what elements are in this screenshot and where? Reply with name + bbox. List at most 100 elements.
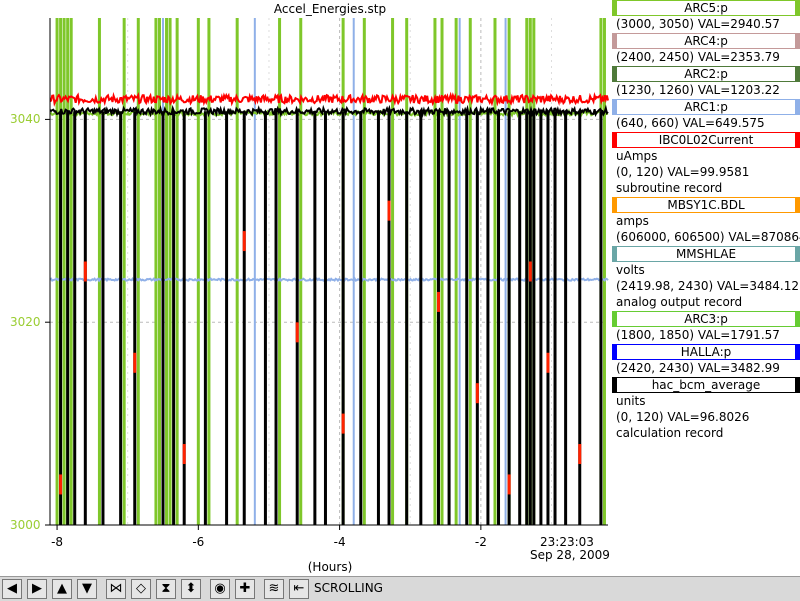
- legend-label: ARC3:p: [684, 312, 728, 326]
- x-tick-label: -4: [333, 535, 346, 549]
- autoscale-button[interactable]: ◉: [210, 579, 230, 599]
- legend-panel: ARC5:p (3000, 3050) VAL=2940.57 ARC4:p (240…: [612, 0, 800, 576]
- legend-swatch: [795, 378, 799, 392]
- legend-swatch: [613, 34, 617, 48]
- current-drop-fragment: [475, 383, 479, 404]
- legend-detail: (1230, 1260) VAL=1203.22: [616, 83, 780, 97]
- legend-label: ARC4:p: [684, 34, 728, 48]
- legend-detail: calculation record: [616, 426, 724, 440]
- scroll-right-button[interactable]: ▶: [27, 579, 47, 599]
- legend-label: IBC0L02Current: [658, 133, 754, 147]
- legend-swatch: [613, 133, 617, 147]
- legend-swatch: [613, 378, 617, 392]
- legend-detail: units: [616, 394, 646, 408]
- legend-swatch: [613, 100, 617, 114]
- legend-detail: amps: [616, 214, 649, 228]
- legend-label: ARC2:p: [684, 67, 728, 81]
- scroll-left-button[interactable]: ◀: [2, 579, 22, 599]
- legend-detail: volts: [616, 263, 645, 277]
- stagger-button[interactable]: ≋: [264, 579, 284, 599]
- x-end-time-label: 23:23:03: [540, 535, 594, 549]
- current-drop-fragment: [295, 322, 299, 343]
- legend-label: hac_bcm_average: [651, 378, 761, 392]
- x-tick-label: -6: [192, 535, 205, 549]
- legend-detail: (1800, 1850) VAL=1791.57: [616, 328, 780, 342]
- scroll-down-button[interactable]: ▼: [77, 579, 97, 599]
- legend-detail: (606000, 606500) VAL=870864: [616, 230, 800, 244]
- legend-detail: (640, 660) VAL=649.575: [616, 116, 765, 130]
- toolbar: ◀ ▶ ▲ ▼ ⋈ ◇ ⧗ ⬍ ◉ ✚ ≋ ⇤ SCROLLING: [0, 576, 800, 601]
- legend-detail: subroutine record: [616, 181, 723, 195]
- legend-entry-mbsy1c-bdl[interactable]: MBSY1C.BDL: [612, 197, 800, 213]
- legend-entry-mmshlae[interactable]: MMSHLAE: [612, 246, 800, 262]
- series-line-arc1-p: [49, 276, 609, 283]
- legend-swatch: [613, 1, 617, 15]
- legend-entry-arc3-p[interactable]: ARC3:p: [612, 311, 800, 327]
- scroll-up-button[interactable]: ▲: [52, 579, 72, 599]
- legend-detail: analog output record: [616, 295, 743, 309]
- legend-swatch: [613, 67, 617, 81]
- legend-swatch: [613, 345, 617, 359]
- current-drop-fragment: [528, 261, 532, 282]
- legend-label: ARC1:p: [684, 100, 728, 114]
- plot-area[interactable]: [0, 0, 612, 576]
- chart-title: Accel_Energies.stp: [273, 2, 387, 16]
- legend-swatch: [795, 247, 799, 261]
- y-tick-label: 3040: [10, 112, 41, 127]
- legend-swatch: [795, 312, 799, 326]
- legend-swatch: [795, 67, 799, 81]
- y-tick-label: 3020: [10, 315, 41, 330]
- legend-swatch: [613, 312, 617, 326]
- legend-entry-arc2-p[interactable]: ARC2:p: [612, 66, 800, 82]
- legend-detail: (2419.98, 2430) VAL=3484.12: [616, 279, 799, 293]
- legend-detail: (3000, 3050) VAL=2940.57: [616, 17, 780, 31]
- series-line-hac-bcm-average: [49, 104, 609, 118]
- legend-detail: (2420, 2430) VAL=3482.99: [616, 361, 780, 375]
- legend-swatch: [795, 100, 799, 114]
- current-drop-fragment: [507, 474, 511, 495]
- legend-entry-halla-p[interactable]: HALLA:p: [612, 344, 800, 360]
- legend-swatch: [795, 34, 799, 48]
- legend-detail: uAmps: [616, 149, 658, 163]
- add-button[interactable]: ✚: [235, 579, 255, 599]
- legend-entry-arc1-p[interactable]: ARC1:p: [612, 99, 800, 115]
- x-tick-label: -8: [51, 535, 64, 549]
- x-end-date-label: Sep 28, 2009: [530, 548, 610, 562]
- zoom-in-x-button[interactable]: ⋈: [106, 579, 126, 599]
- current-drop-fragment: [242, 231, 246, 252]
- current-drop-fragment: [578, 444, 582, 465]
- legend-swatch: [795, 198, 799, 212]
- zoom-in-y-button[interactable]: ⧗: [156, 579, 176, 599]
- legend-detail: (0, 120) VAL=96.8026: [616, 410, 750, 424]
- legend-entry-hac-bcm-average[interactable]: hac_bcm_average: [612, 377, 800, 393]
- legend-entry-arc4-p[interactable]: ARC4:p: [612, 33, 800, 49]
- legend-swatch: [795, 1, 799, 15]
- legend-swatch: [613, 198, 617, 212]
- current-drop-fragment: [387, 200, 391, 221]
- legend-label: MMSHLAE: [675, 247, 737, 261]
- current-drop-fragment: [341, 413, 345, 434]
- legend-entry-arc5-p[interactable]: ARC5:p: [612, 0, 800, 16]
- current-drop-fragment: [59, 474, 63, 495]
- legend-label: ARC5:p: [684, 1, 728, 15]
- scrolling-status: SCROLLING: [314, 581, 383, 595]
- legend-detail: (2400, 2450) VAL=2353.79: [616, 50, 780, 64]
- zoom-out-x-button[interactable]: ◇: [131, 579, 151, 599]
- legend-swatch: [613, 247, 617, 261]
- legend-swatch: [795, 133, 799, 147]
- current-drop-fragment: [546, 352, 550, 373]
- y-tick-label: 3000: [10, 518, 41, 532]
- legend-swatch: [795, 345, 799, 359]
- x-axis-label: (Hours): [307, 560, 353, 574]
- legend-label: MBSY1C.BDL: [667, 198, 745, 212]
- current-drop-fragment: [436, 291, 440, 312]
- current-drop-fragment: [83, 261, 87, 282]
- series-line-ibc0l02current: [49, 91, 609, 107]
- legend-entry-ibc0l02current[interactable]: IBC0L02Current: [612, 132, 800, 148]
- legend-detail: (0, 120) VAL=99.9581: [616, 165, 750, 179]
- scroll-mode-button[interactable]: ⇤: [289, 579, 309, 599]
- current-drop-fragment: [182, 444, 186, 465]
- zoom-out-y-button[interactable]: ⬍: [181, 579, 201, 599]
- x-tick-label: -2: [474, 535, 487, 549]
- legend-label: HALLA:p: [680, 345, 732, 359]
